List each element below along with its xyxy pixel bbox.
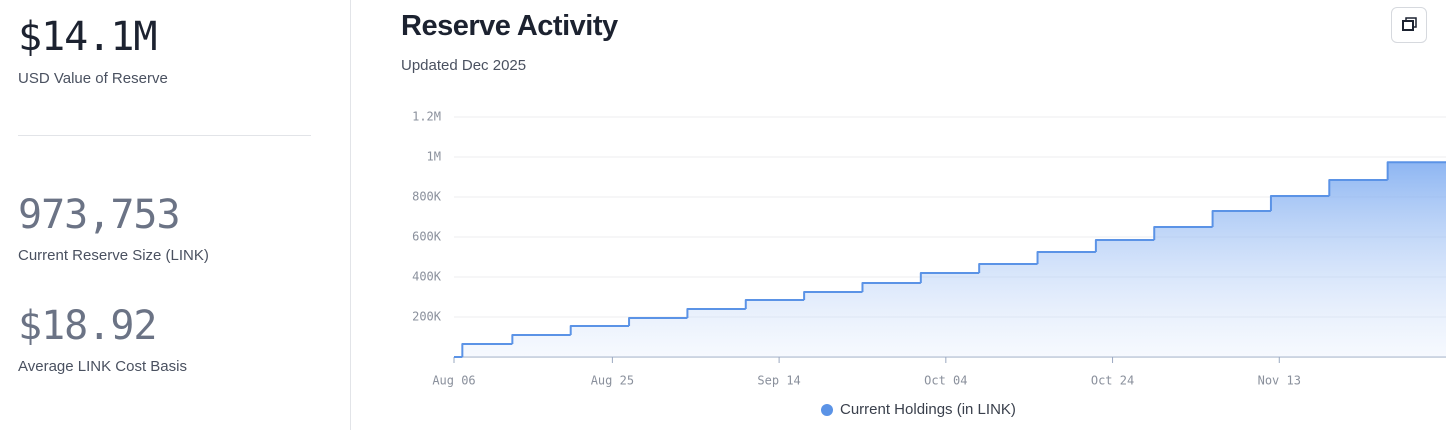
stat-value: $14.1M	[18, 14, 157, 60]
stat-label: Current Reserve Size (LINK)	[18, 247, 209, 264]
y-tick-label: 600K	[412, 230, 442, 244]
y-tick-label: 800K	[412, 190, 442, 204]
stat-value: 973,753	[18, 192, 181, 238]
chart-title: Reserve Activity	[401, 10, 618, 42]
expand-button[interactable]	[1391, 7, 1427, 43]
x-tick-label: Oct 04	[924, 374, 967, 388]
y-tick-label: 1.2M	[412, 110, 441, 124]
x-tick-label: Nov 13	[1258, 374, 1301, 388]
step-segment	[1386, 161, 1446, 180]
step-segment	[628, 317, 688, 326]
step-segment	[919, 272, 980, 283]
stat-label: USD Value of Reserve	[18, 70, 168, 87]
step-segment	[978, 263, 1038, 273]
y-tick-label: 1M	[427, 150, 441, 164]
x-tick-label: Aug 06	[432, 374, 475, 388]
area-fill	[454, 162, 1446, 357]
step-segment	[1153, 226, 1213, 240]
step-segment	[1036, 251, 1096, 264]
divider	[350, 0, 351, 430]
step-segment	[511, 334, 571, 344]
y-tick-label: 200K	[412, 310, 442, 324]
step-segment	[861, 282, 921, 292]
step-segment	[744, 299, 805, 309]
expand-icon	[1402, 17, 1417, 31]
stat-label: Average LINK Cost Basis	[18, 358, 187, 375]
divider	[18, 135, 311, 136]
step-segment	[1211, 210, 1271, 227]
y-tick-label: 400K	[412, 270, 442, 284]
step-segment	[1094, 239, 1155, 252]
step-segment	[461, 343, 513, 357]
legend-marker	[821, 404, 833, 416]
step-segment	[803, 291, 863, 300]
legend-label: Current Holdings (in LINK)	[840, 401, 1016, 418]
step-segment	[569, 325, 630, 335]
x-tick-label: Oct 24	[1091, 374, 1134, 388]
stat-value: $18.92	[18, 303, 157, 349]
x-tick-label: Sep 14	[757, 374, 800, 388]
chart-subtitle: Updated Dec 2025	[401, 57, 527, 74]
x-tick-label: Aug 25	[591, 374, 634, 388]
step-segment	[1269, 195, 1330, 211]
step-segment	[1328, 179, 1388, 196]
step-segment	[686, 308, 746, 318]
